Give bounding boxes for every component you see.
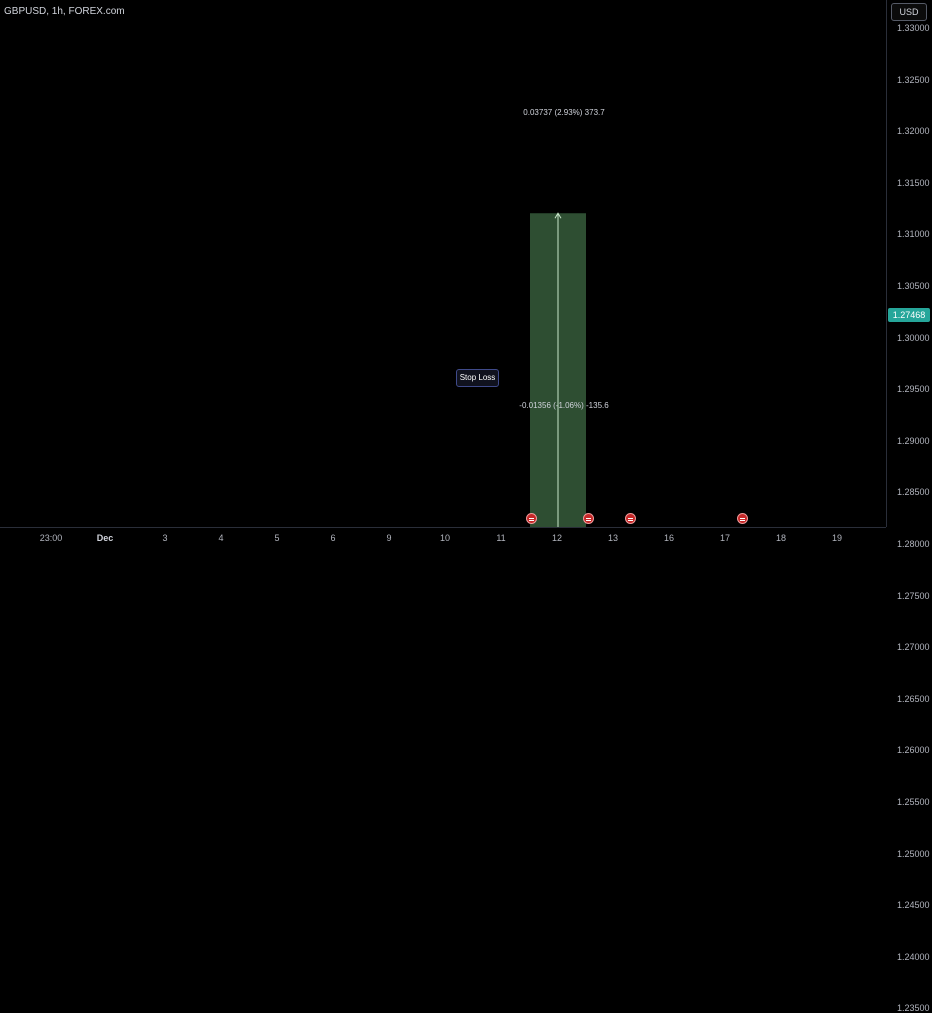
time-tick: 6 [330, 533, 336, 543]
symbol-title[interactable]: GBPUSD, 1h, FOREX.com [4, 6, 125, 17]
price-tick: 1.29000 [897, 435, 930, 446]
price-tick: 1.26000 [897, 745, 930, 756]
economic-event-icon[interactable] [526, 513, 537, 524]
price-tick: 1.26500 [897, 693, 930, 704]
time-tick: 17 [719, 533, 731, 543]
time-tick: Dec [96, 533, 114, 543]
price-tick: 1.23500 [897, 1003, 930, 1013]
price-tick: 1.24000 [897, 951, 930, 962]
time-tick: 11 [496, 533, 506, 543]
price-tick: 1.30000 [897, 332, 930, 343]
target-info: 0.03737 (2.93%) 373.7 [523, 108, 605, 117]
price-tick: 1.29500 [897, 384, 930, 395]
price-tick: 1.30500 [897, 281, 930, 291]
stop-loss-label[interactable]: Stop Loss [456, 369, 499, 387]
time-tick: 18 [775, 533, 787, 543]
price-tick: 1.32500 [897, 74, 930, 85]
time-axis[interactable]: 23:00 Dec 3 4 5 6 9 10 11 12 13 16 17 18… [0, 527, 886, 551]
price-tick: 1.24500 [897, 900, 930, 911]
price-tick: 1.31000 [897, 229, 930, 240]
time-tick: 3 [162, 533, 168, 543]
currency-button[interactable]: USD [891, 3, 927, 21]
time-tick: 5 [274, 533, 280, 543]
price-tick: 1.25500 [897, 797, 930, 807]
price-plot[interactable] [0, 0, 886, 527]
price-tick: 1.32000 [897, 126, 930, 137]
time-tick: 12 [551, 533, 563, 543]
price-tick: 1.27500 [897, 590, 930, 601]
time-tick: 4 [218, 533, 224, 543]
time-tick: 23:00 [39, 533, 63, 543]
stop-info: -0.01356 (-1.06%) -135.6 [519, 401, 609, 410]
time-tick: 9 [386, 533, 392, 543]
price-tick: 1.28500 [897, 487, 930, 498]
price-tick: 1.25000 [897, 848, 930, 859]
price-axis[interactable]: USD 1.33000 1.32500 1.32000 1.31500 1.31000 1… [886, 0, 932, 1013]
time-tick: 10 [439, 533, 451, 543]
target-arrowhead [554, 212, 562, 219]
time-tick: 19 [831, 533, 843, 543]
price-tick: 1.33000 [897, 23, 930, 33]
time-tick: 13 [607, 533, 619, 543]
economic-event-icon[interactable] [583, 513, 594, 524]
time-tick: 16 [663, 533, 675, 543]
chart-area[interactable]: GBPUSD, 1h, FOREX.com 0.03737 (2.93%) 37… [0, 0, 886, 527]
price-tick: 1.27000 [897, 642, 930, 653]
last-price-tag: 1.27468 [888, 308, 930, 322]
price-tick: 1.31500 [897, 177, 930, 188]
economic-event-icon[interactable] [737, 513, 748, 524]
economic-event-icon[interactable] [625, 513, 636, 524]
price-tick: 1.28000 [897, 539, 930, 549]
